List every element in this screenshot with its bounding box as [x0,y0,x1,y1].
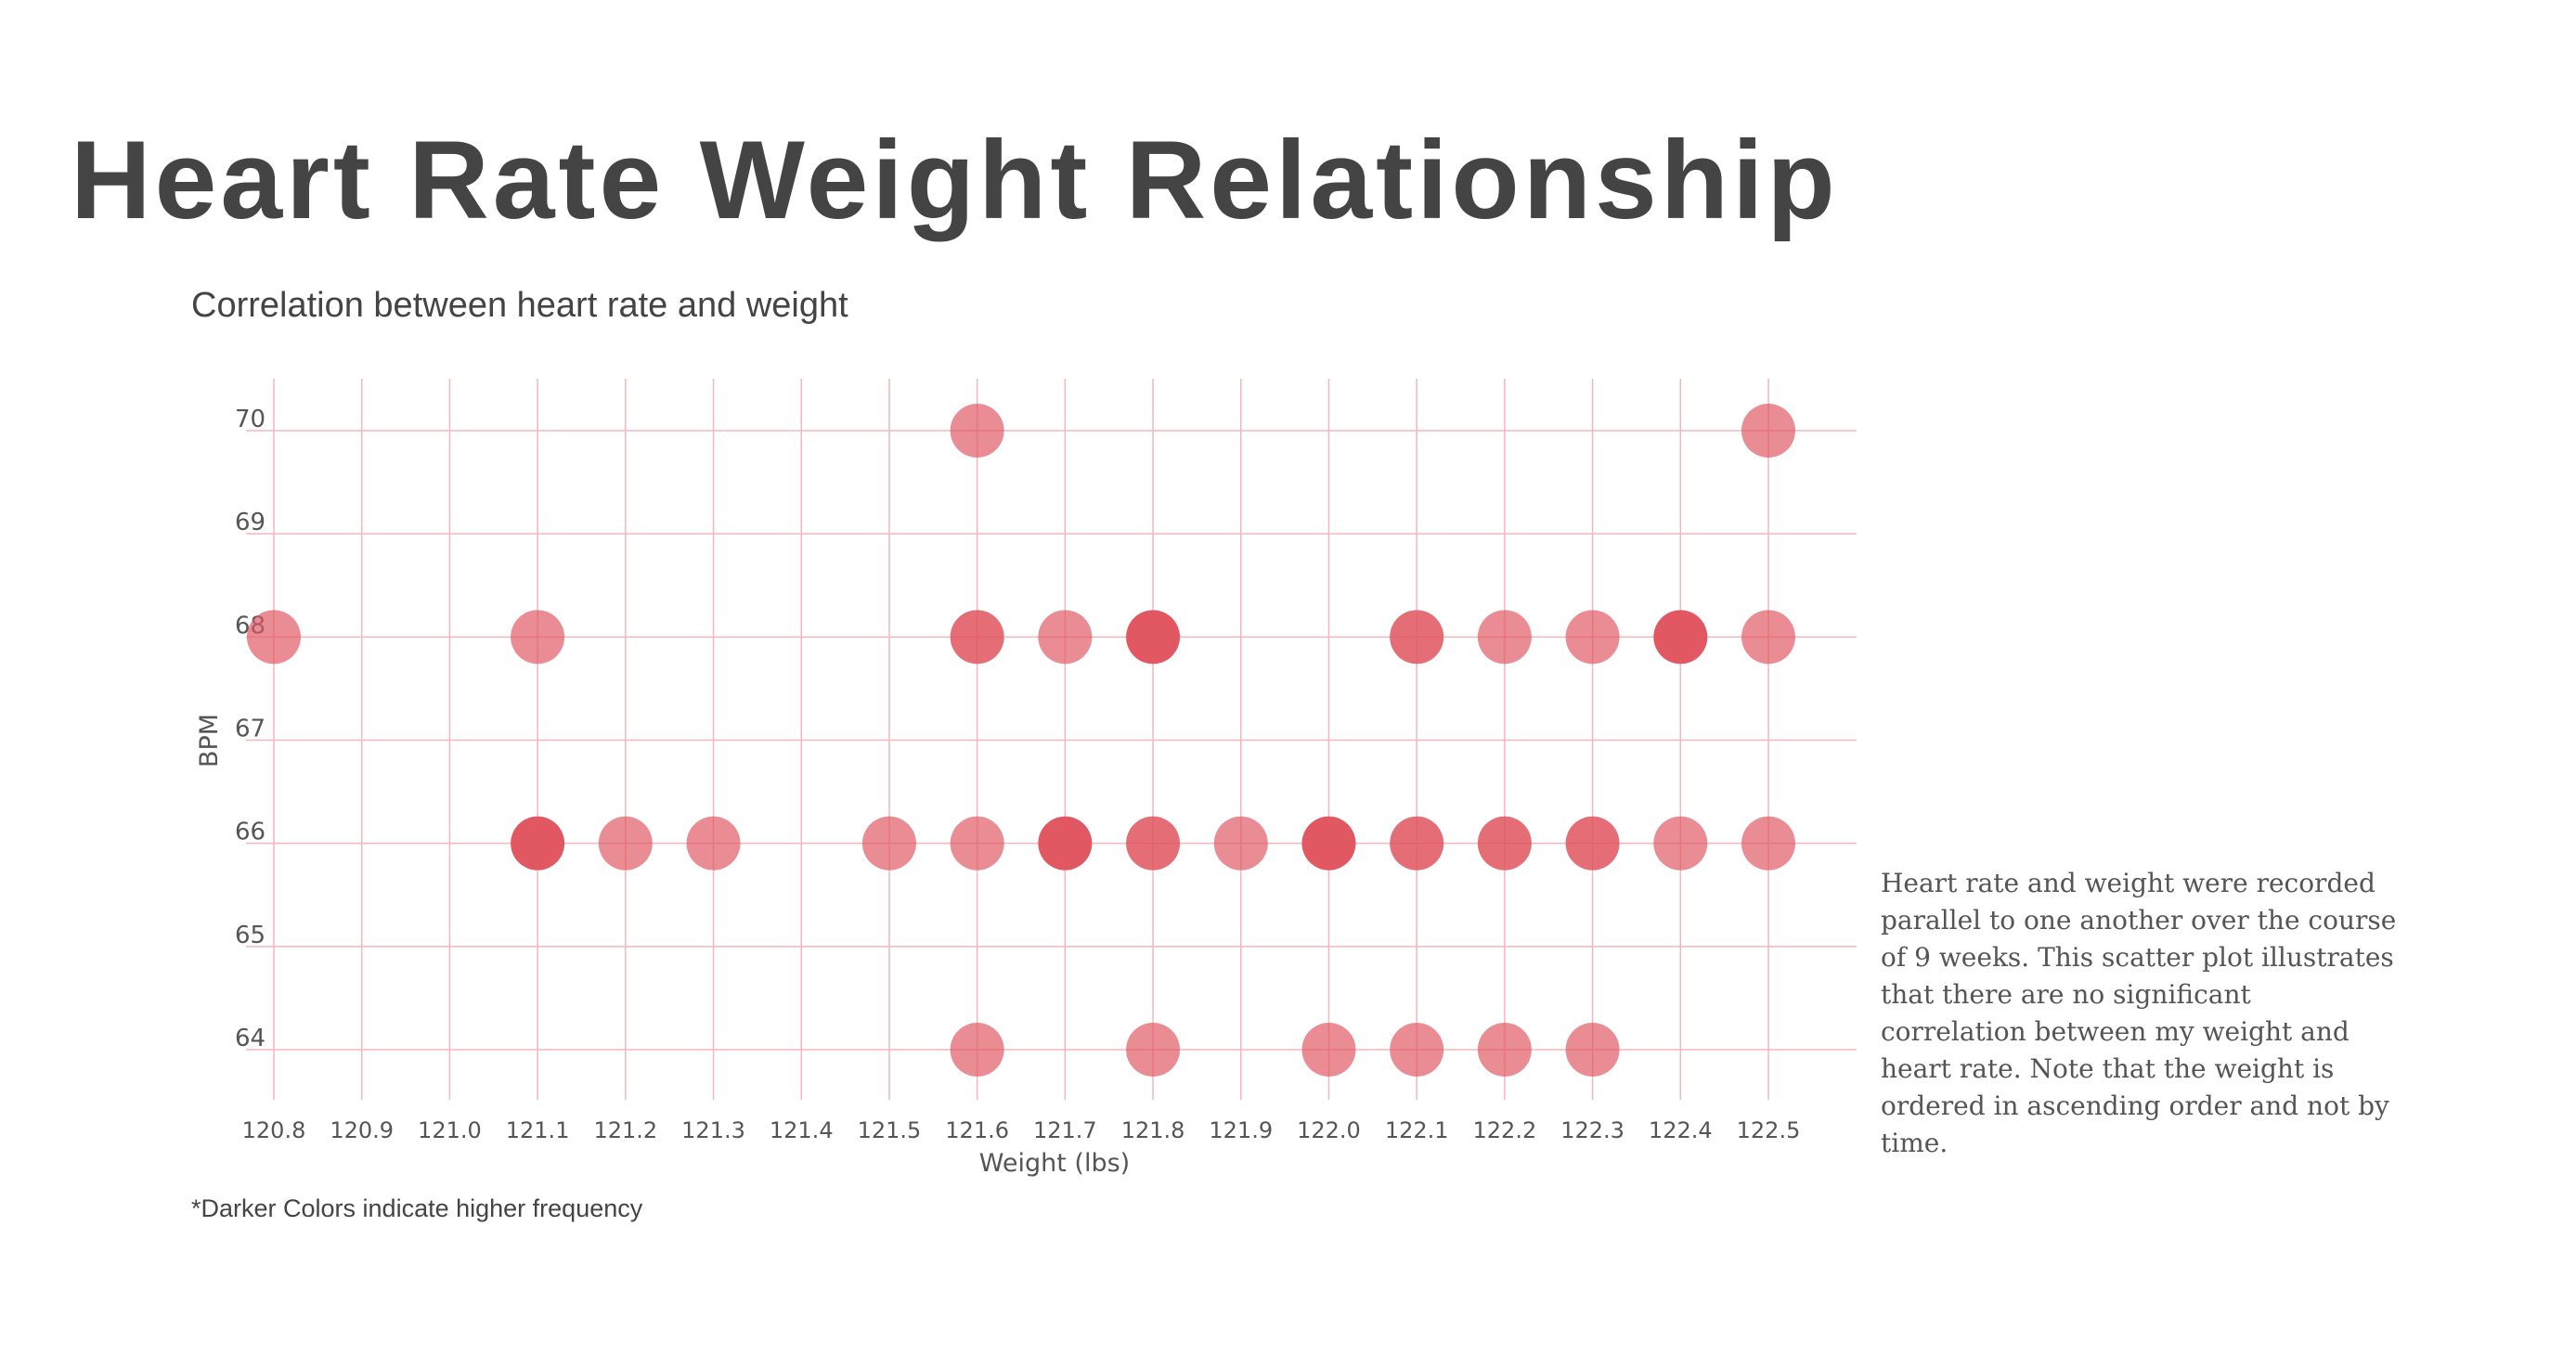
x-tick-label: 122.3 [1560,1117,1625,1143]
chart-grid [246,379,1857,1100]
page-title: Heart Rate Weight Relationship [71,118,1839,242]
y-tick-label: 65 [235,922,265,949]
x-tick-label: 121.3 [681,1117,745,1143]
data-point [950,816,1004,871]
data-point [1741,816,1795,871]
data-point [247,610,301,665]
x-tick-label: 121.8 [1121,1117,1185,1143]
data-point [1565,610,1620,665]
data-point [1390,1023,1444,1077]
data-point [1653,816,1708,871]
x-tick-label: 120.9 [330,1117,394,1143]
x-tick-label: 122.2 [1473,1117,1537,1143]
data-point [1477,1023,1532,1077]
data-point [1301,816,1356,871]
x-tick-label: 121.9 [1209,1117,1273,1143]
data-point [1741,404,1795,458]
x-tick-label: 122.0 [1297,1117,1361,1143]
y-axis-label: BPM [195,714,224,768]
x-tick-label: 122.4 [1649,1117,1713,1143]
data-point [950,404,1004,458]
data-point [1038,816,1093,871]
data-point [950,1023,1004,1077]
x-tick-label: 120.8 [242,1117,306,1143]
x-tick-label: 121.1 [506,1117,570,1143]
x-tick-label: 121.2 [593,1117,657,1143]
data-point [511,816,565,871]
x-axis-label: Weight (lbs) [979,1149,1130,1178]
data-point [1213,816,1268,871]
y-tick-label: 64 [235,1025,265,1052]
y-tick-label: 70 [235,406,265,433]
x-tick-label: 121.5 [858,1117,922,1143]
data-point [1741,610,1795,665]
data-point [1477,610,1532,665]
data-point [1038,610,1093,665]
y-tick-label: 69 [235,509,265,536]
data-point [1126,1023,1181,1077]
x-tick-label: 121.6 [945,1117,1009,1143]
data-point [1390,816,1444,871]
chart-subtitle: Correlation between heart rate and weigh… [191,286,848,325]
y-tick-label: 67 [235,716,265,743]
chart-description: Heart rate and weight were recorded para… [1881,868,2397,1158]
x-tick-label: 122.5 [1737,1117,1801,1143]
data-point [861,816,916,871]
data-point [1565,1023,1620,1077]
chart-footnote: *Darker Colors indicate higher frequency [191,1194,643,1222]
x-tick-label: 121.0 [418,1117,482,1143]
x-tick-label: 122.1 [1385,1117,1449,1143]
data-point [1653,610,1708,665]
x-axis-ticks: 120.8 120.9 121.0 121.1 121.2 121.3 121.4 121.5… [242,1117,1801,1143]
x-tick-label: 121.7 [1033,1117,1097,1143]
data-point [1477,816,1532,871]
data-point [1126,816,1181,871]
y-axis-ticks: 64656667686970 [235,406,265,1052]
data-point [1565,816,1620,871]
data-point [686,816,741,871]
data-point [1126,610,1181,665]
y-tick-label: 66 [235,819,265,846]
x-tick-label: 121.4 [770,1117,834,1143]
data-point [950,610,1004,665]
data-point [1390,610,1444,665]
chart-points [247,404,1795,1077]
data-point [511,610,565,665]
data-point [1301,1023,1356,1077]
data-point [598,816,653,871]
